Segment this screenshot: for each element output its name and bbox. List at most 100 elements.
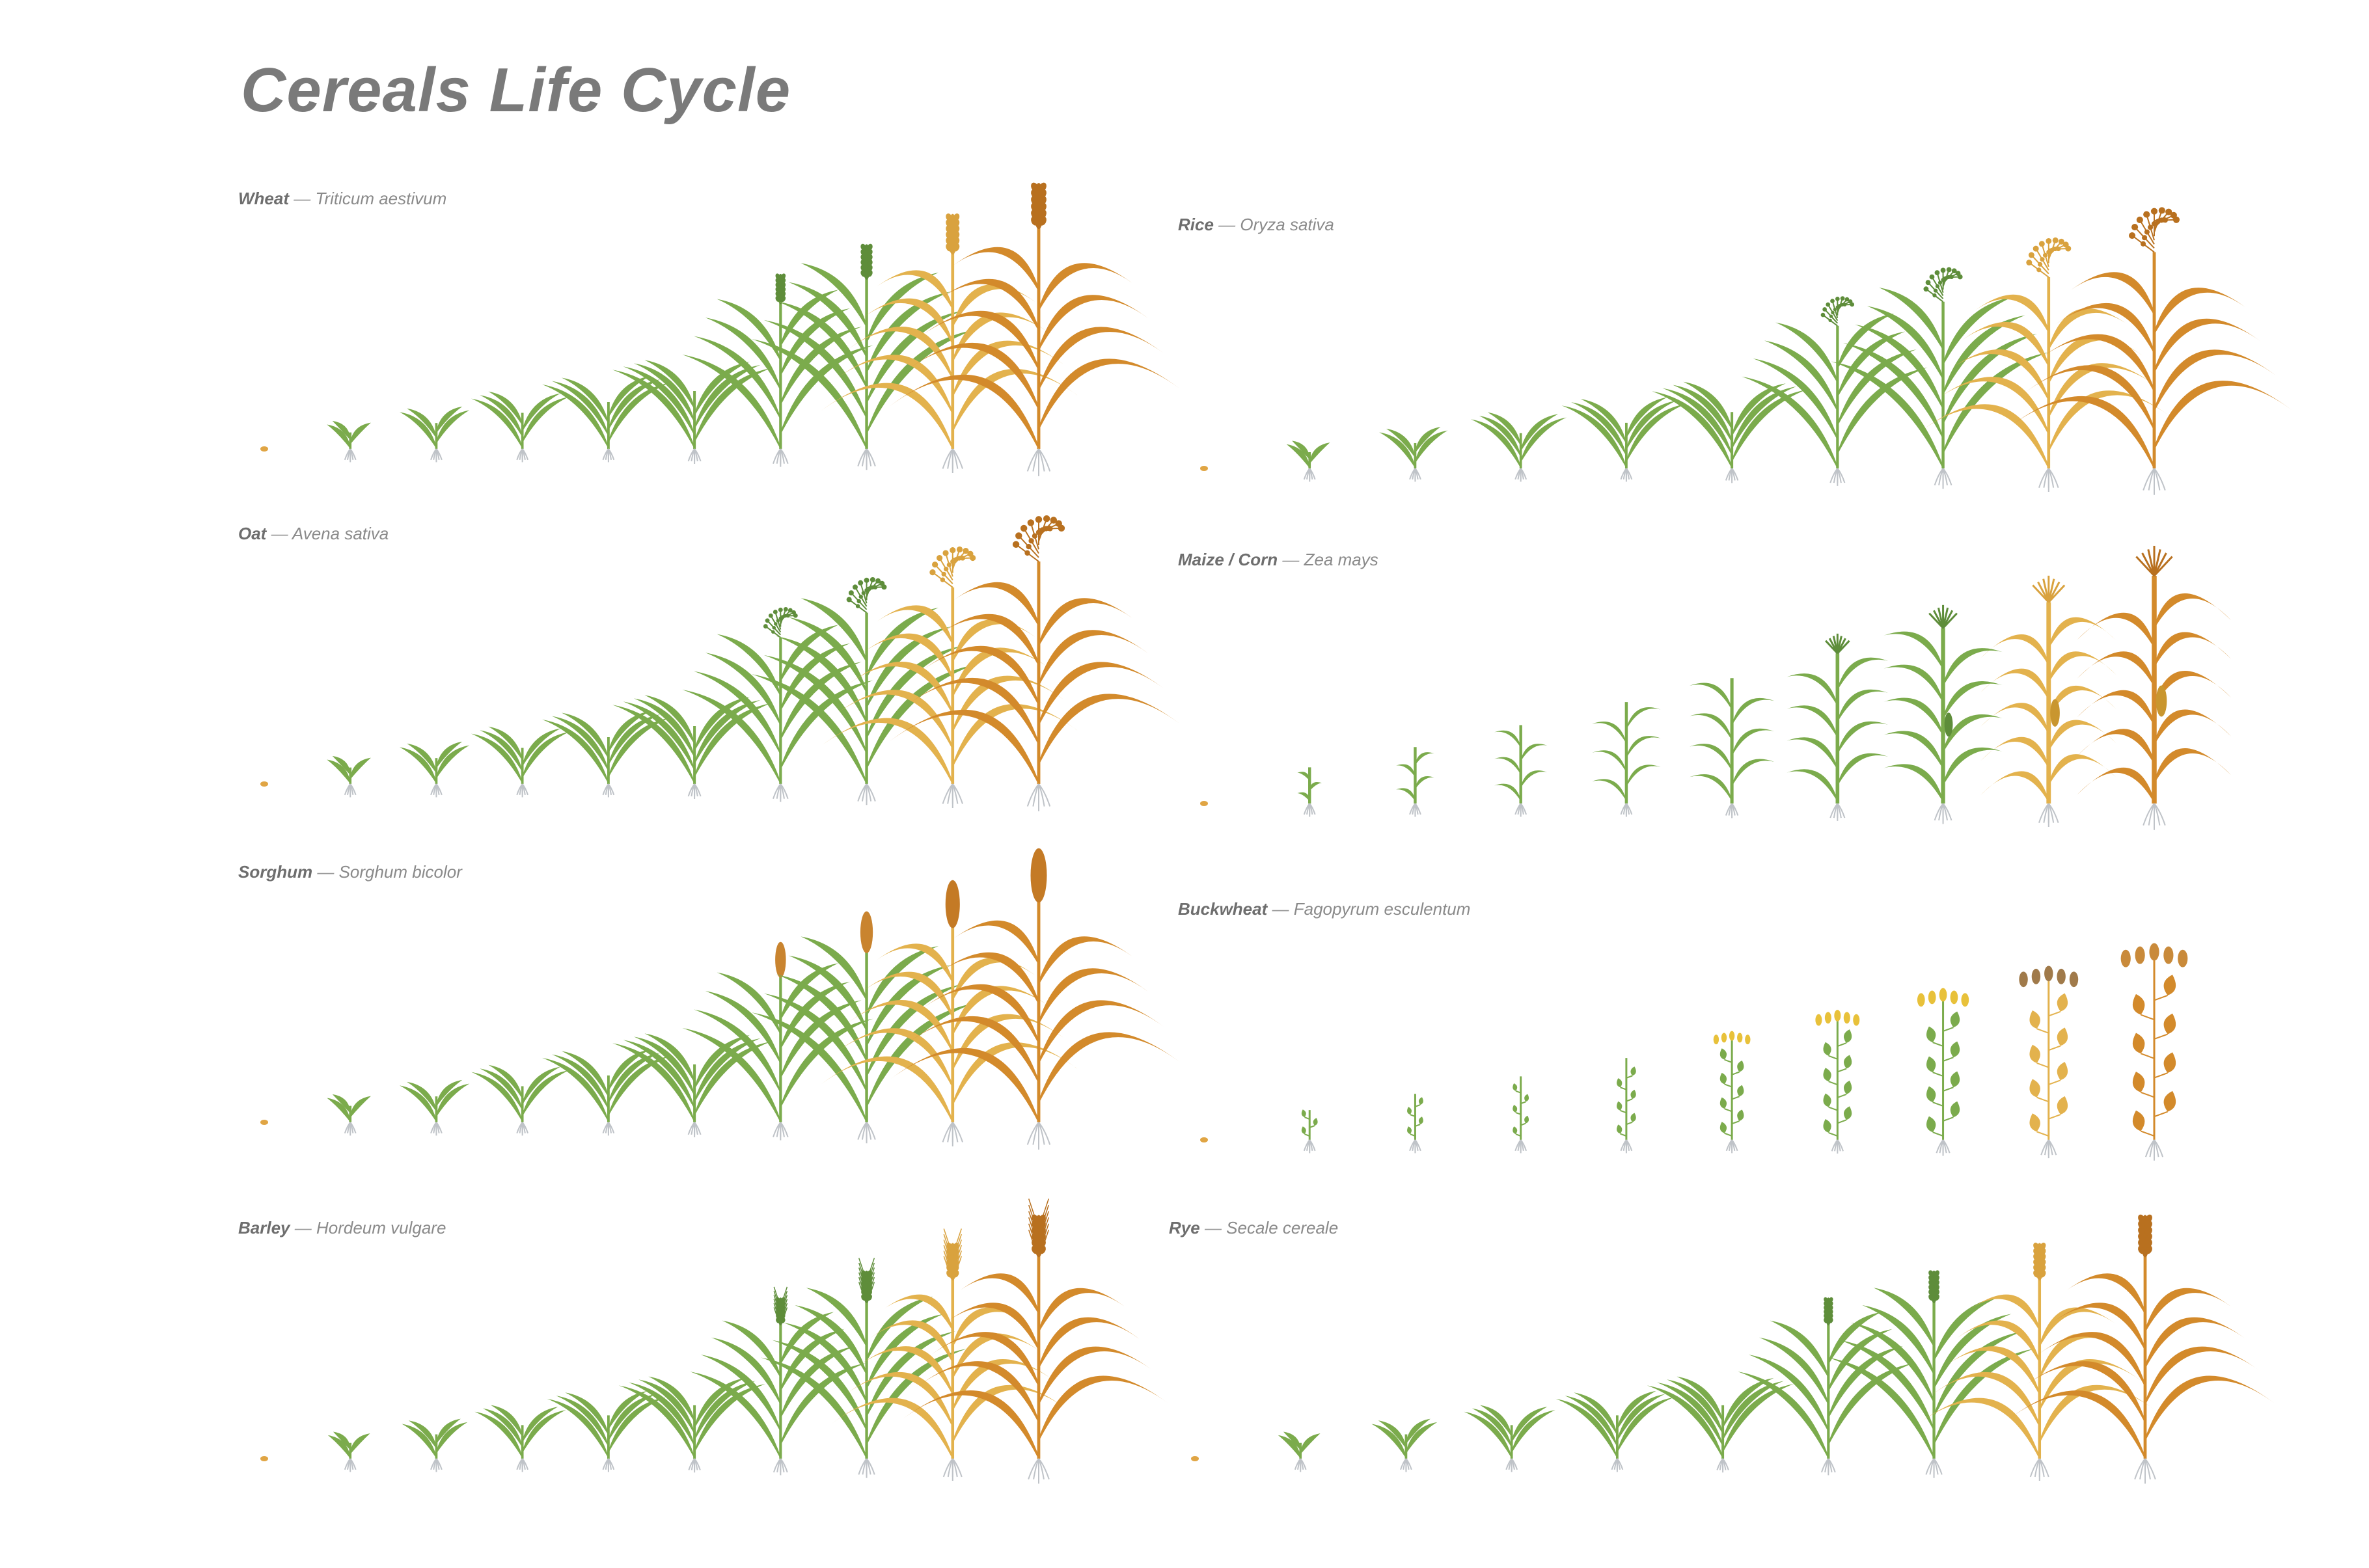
seed <box>1200 801 1208 806</box>
plant-stage <box>751 576 976 805</box>
page-title: Cereals Life Cycle <box>241 55 791 125</box>
plant-stage <box>1278 1431 1321 1472</box>
plant-stage <box>1918 1242 2154 1481</box>
plant-stage <box>1286 440 1330 482</box>
dash-separator: — <box>1204 1218 1222 1237</box>
plant-stage <box>471 1064 569 1136</box>
plant-stage <box>1371 1418 1438 1472</box>
plant-stage <box>471 726 569 798</box>
plant-stage <box>1200 466 1208 471</box>
plant-stage <box>1592 702 1661 817</box>
plant-stage <box>1407 1094 1423 1154</box>
seed <box>260 781 268 787</box>
plant-stage <box>547 1390 666 1472</box>
growth-stages-wheat <box>260 182 1181 476</box>
plant-stage <box>260 781 268 787</box>
dash-separator: — <box>294 189 311 208</box>
latin-name: Sorghum bicolor <box>338 862 462 882</box>
dash-separator: — <box>1218 215 1236 234</box>
plant-stage <box>327 755 371 798</box>
crop-label: Barley — Hordeum vulgare <box>238 1218 446 1238</box>
plant-stage <box>541 710 670 798</box>
crop-panel-wheat: Wheat — Triticum aestivum <box>238 182 1181 494</box>
plant-stage <box>400 1079 470 1136</box>
plant-stage <box>1200 801 1208 806</box>
plant-stage <box>1713 1031 1751 1154</box>
plant-stage <box>1561 397 1686 482</box>
crop-panel-rice: Rice — Oryza sativa <box>1178 207 2292 514</box>
dash-separator: — <box>1282 550 1300 569</box>
plant-stage <box>682 273 873 467</box>
plant-stage <box>2077 545 2232 830</box>
plant-stage <box>690 1286 866 1476</box>
plant-stage <box>260 1456 268 1461</box>
crop-panel-sorghum: Sorghum — Sorghum bicolor <box>238 848 1181 1168</box>
plant-stage <box>471 391 569 463</box>
common-name: Maize / Corn <box>1178 550 1278 569</box>
crop-label: Rye — Secale cereale <box>1169 1218 1338 1238</box>
dash-separator: — <box>294 1218 312 1237</box>
seed <box>260 1120 268 1125</box>
latin-name: Oryza sativa <box>1240 215 1334 234</box>
common-name: Sorghum <box>238 862 313 882</box>
plant-stage <box>1396 747 1434 817</box>
plant-stage <box>1917 988 1969 1156</box>
plant-stage <box>1815 1010 1860 1154</box>
seed <box>1200 1137 1208 1142</box>
plant-stage <box>1831 267 2049 489</box>
plant-stage <box>327 420 371 463</box>
plant-stage <box>1200 1137 1208 1142</box>
plant-stage <box>831 1228 1067 1481</box>
common-name: Rice <box>1178 215 1214 234</box>
plant-stage <box>682 607 873 802</box>
growth-stages-barley <box>260 1198 1169 1484</box>
crop-panel-buckwheat: Buckwheat — Fagopyrum esculentum <box>1178 899 2193 1185</box>
common-name: Rye <box>1169 1218 1200 1237</box>
plant-stage <box>1920 237 2170 492</box>
common-name: Wheat <box>238 189 289 208</box>
plant-stage <box>2008 207 2292 495</box>
plant-stage <box>260 446 268 452</box>
plant-stage <box>1494 725 1548 817</box>
common-name: Barley <box>238 1218 290 1237</box>
common-name: Oat <box>238 524 267 543</box>
growth-stages-buckwheat <box>1200 943 2188 1161</box>
plant-stage <box>1470 412 1567 482</box>
plant-stage <box>2019 966 2079 1159</box>
crop-label: Sorghum — Sorghum bicolor <box>238 862 462 882</box>
plant-stage <box>889 515 1181 811</box>
plant-stage <box>400 741 470 798</box>
plant-stage <box>1464 1405 1555 1472</box>
plant-stage <box>1738 1297 1914 1476</box>
growth-stages-sorghum <box>260 848 1181 1150</box>
plant-stage <box>612 1033 772 1138</box>
plant-stage <box>1379 427 1448 482</box>
plant-stage <box>1742 296 1928 486</box>
plant-stage <box>2008 1214 2275 1484</box>
growth-stages-rice <box>1200 207 2292 495</box>
plant-stage <box>1787 633 1889 821</box>
plant-stage <box>1513 1076 1529 1154</box>
crop-panel-barley: Barley — Hordeum vulgare <box>238 1198 1169 1504</box>
plant-stage <box>761 1258 967 1478</box>
crop-panel-oat: Oat — Avena sativa <box>238 515 1181 830</box>
latin-name: Triticum aestivum <box>315 189 447 208</box>
latin-name: Avena sativa <box>292 524 389 543</box>
seed <box>260 446 268 452</box>
growth-stages-rye <box>1191 1214 2275 1484</box>
plant-stage <box>2120 943 2188 1161</box>
growth-stages-oat <box>260 515 1181 811</box>
plant-stage <box>612 360 772 465</box>
plant-stage <box>901 1198 1169 1484</box>
plant-stage <box>402 1418 468 1472</box>
crop-label: Oat — Avena sativa <box>238 524 389 544</box>
latin-name: Secale cereale <box>1226 1218 1339 1237</box>
plant-stage <box>1617 1058 1636 1154</box>
plant-stage <box>1883 604 2003 824</box>
crop-label: Rice — Oryza sativa <box>1178 215 1334 235</box>
plant-stage <box>1690 678 1775 818</box>
seed <box>1200 466 1208 471</box>
plant-stage <box>1555 1390 1675 1472</box>
plant-stage <box>327 1431 370 1472</box>
plant-stage <box>1980 575 2117 827</box>
